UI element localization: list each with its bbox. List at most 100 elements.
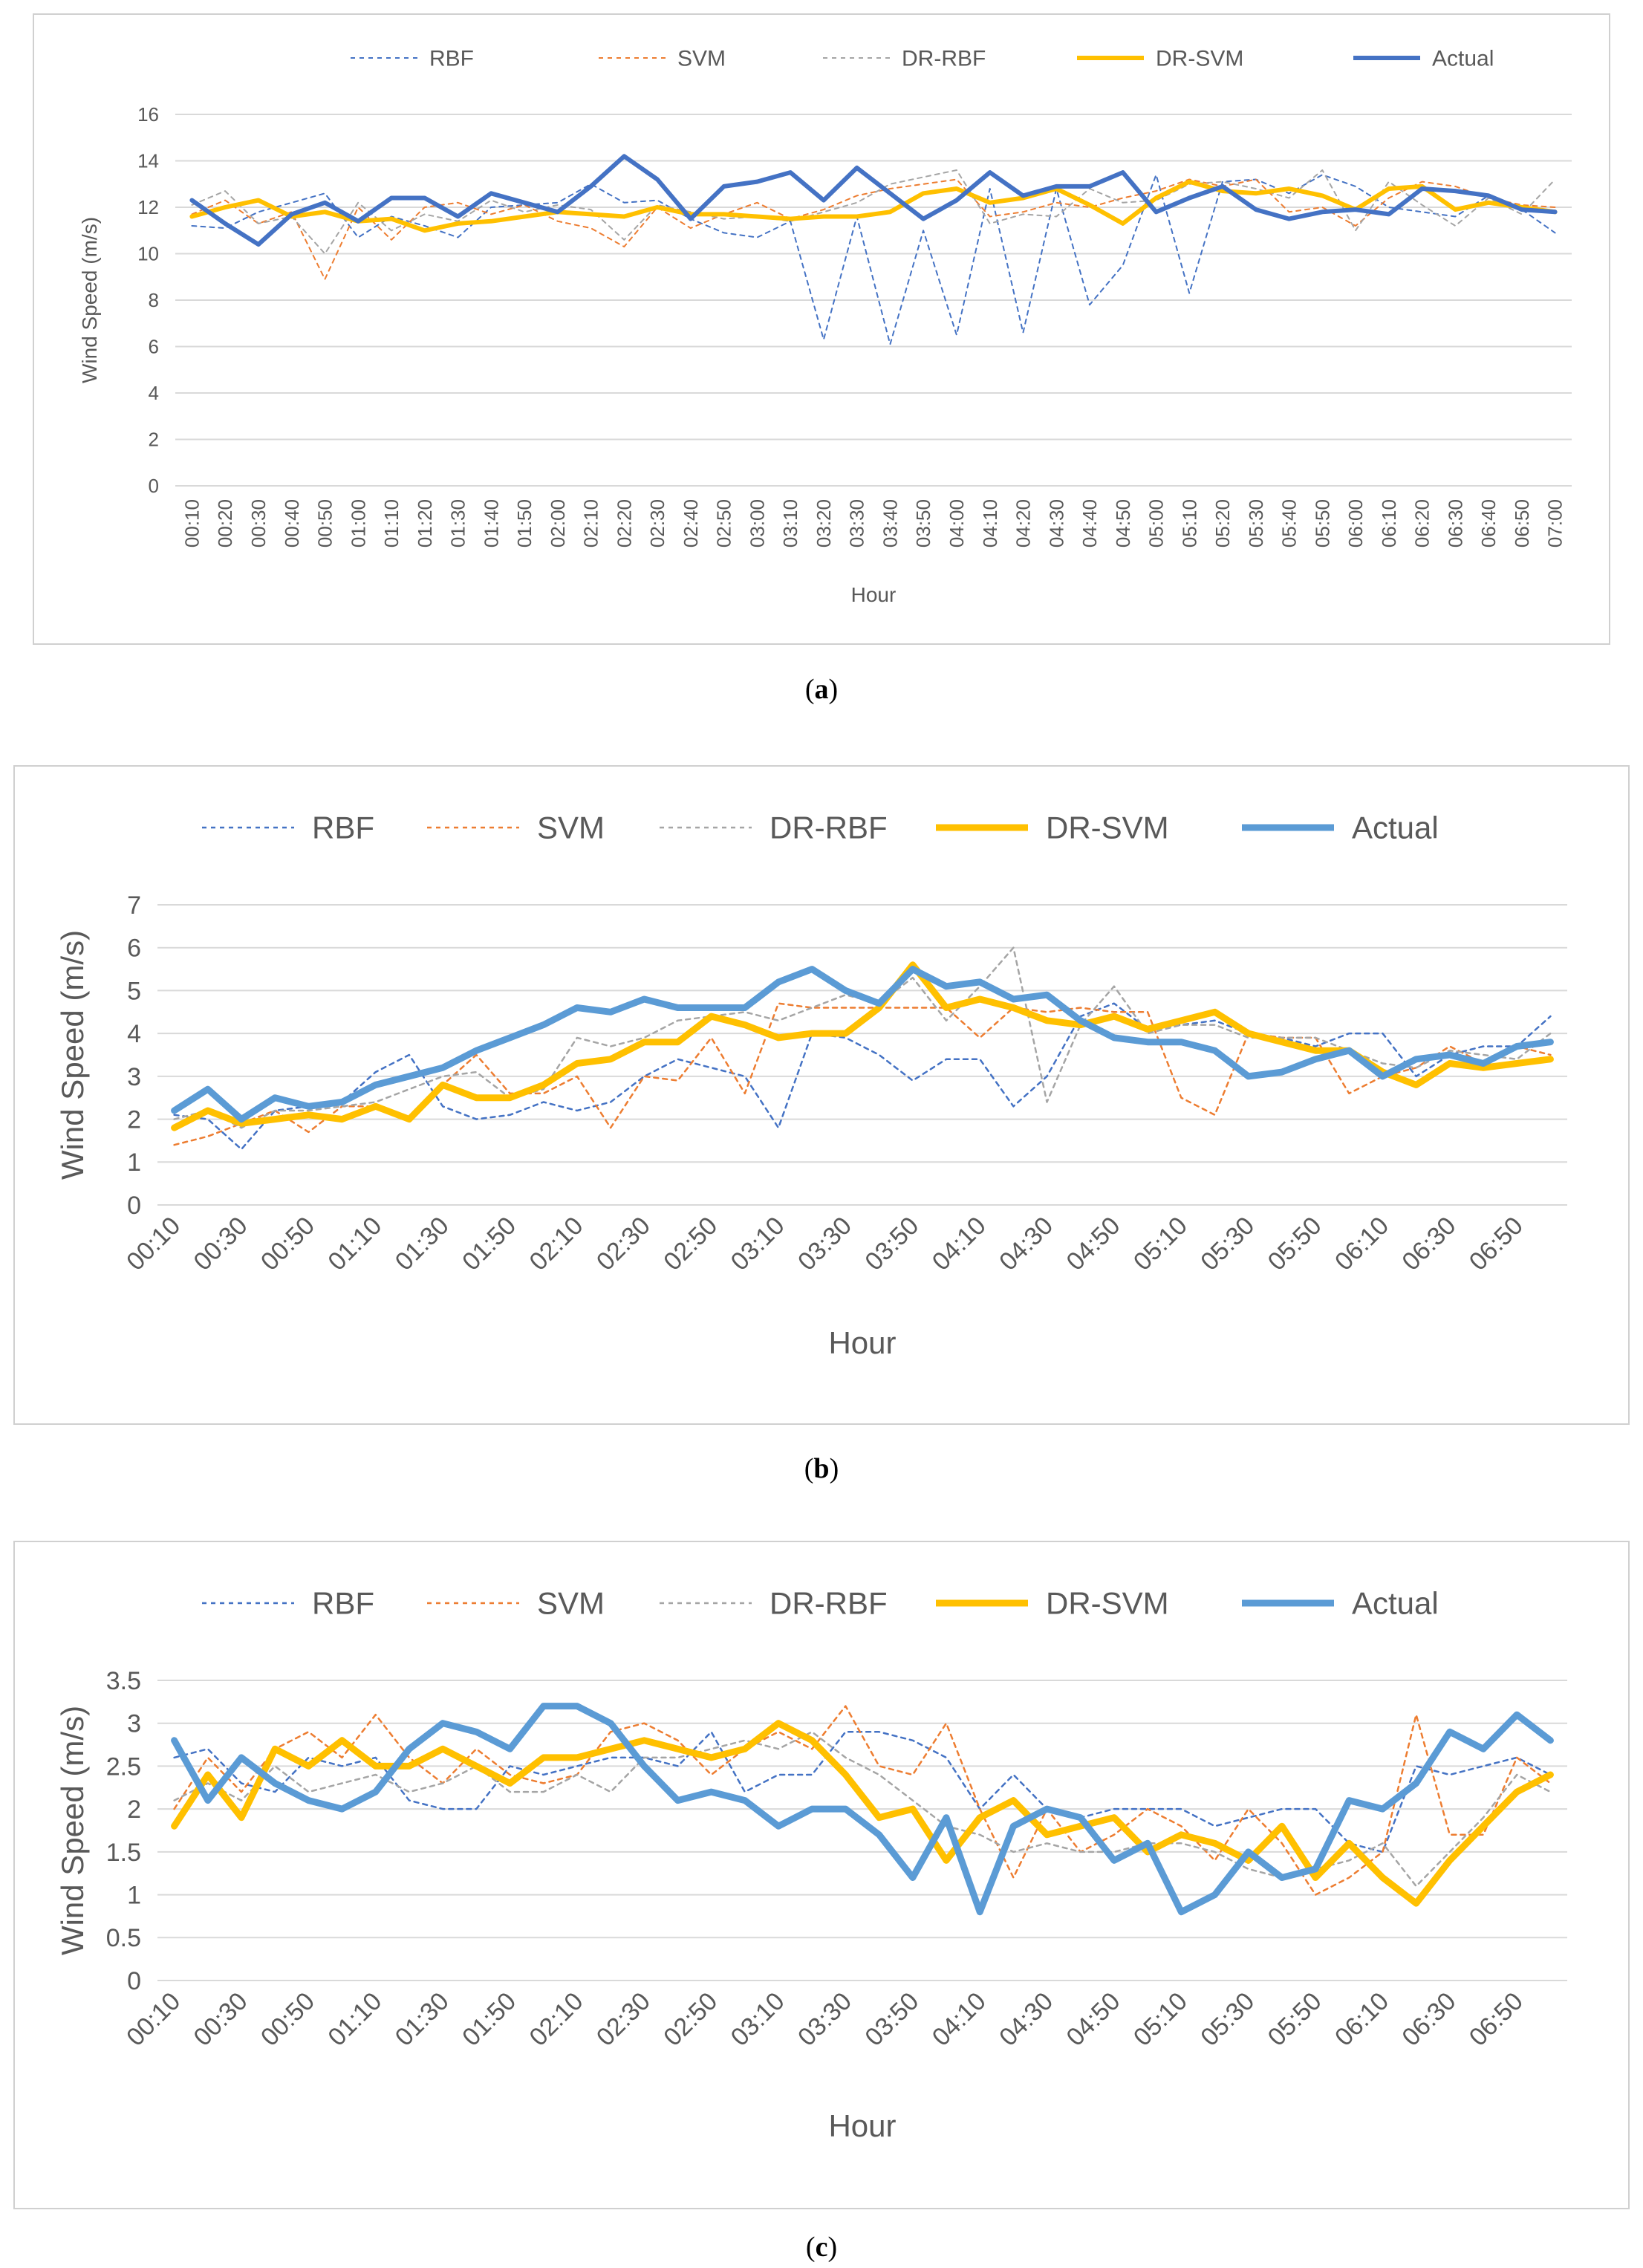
caption-b-label: b <box>813 1453 830 1484</box>
gridlines-c <box>157 1680 1567 1981</box>
x-tick-label: 06:40 <box>1477 499 1500 547</box>
y-tick-label: 8 <box>149 289 159 311</box>
x-tick-label: 00:40 <box>281 499 303 547</box>
x-tick-label: 03:40 <box>879 499 901 547</box>
x-tick-label: 06:30 <box>1444 499 1466 547</box>
y-axis-title: Wind Speed (m/s) <box>78 217 101 383</box>
x-tick-label: 05:50 <box>1263 1212 1327 1276</box>
x-tick-label: 04:10 <box>927 1987 992 2052</box>
x-tick-label: 03:50 <box>859 1212 924 1276</box>
x-tick-label: 05:00 <box>1145 499 1168 547</box>
x-tick-label: 06:30 <box>1396 1212 1461 1276</box>
x-tick-label: 01:30 <box>447 499 469 547</box>
series-line-drrbf <box>191 169 1556 255</box>
x-tick-label: 05:40 <box>1278 499 1301 547</box>
x-tick-label: 01:30 <box>390 1212 455 1276</box>
series-line-svm <box>191 178 1556 280</box>
y-tick-label: 0 <box>149 475 159 497</box>
x-tick-label: 06:00 <box>1344 499 1367 547</box>
x-tick-label: 02:50 <box>658 1987 723 2052</box>
x-tick-label: 06:50 <box>1511 499 1533 547</box>
legend-a: RBF SVM DR-RBF DR-SVM Actual <box>351 47 1494 71</box>
legend-label: SVM <box>537 1586 605 1621</box>
x-tick-label: 02:10 <box>580 499 602 547</box>
legend-b: RBF SVM DR-RBF DR-SVM Actual <box>202 810 1439 845</box>
x-tick-label: 04:40 <box>1078 499 1101 547</box>
y-tick-label: 3 <box>127 1710 141 1738</box>
y-tick-label: 10 <box>137 243 159 265</box>
x-tick-label: 04:30 <box>994 1987 1058 2052</box>
x-axis-c: 00:10 00:30 00:50 01:10 01:30 01:50 02:10 02:30… <box>121 1987 1529 2052</box>
legend-label: DR-RBF <box>770 810 888 845</box>
x-axis-title: Hour <box>828 2108 896 2143</box>
y-tick-label: 6 <box>127 935 141 963</box>
y-tick-label: 5 <box>127 977 141 1005</box>
x-tick-label: 00:50 <box>256 1212 320 1276</box>
x-tick-label: 04:10 <box>979 499 1001 547</box>
x-tick-label: 00:10 <box>121 1987 186 2052</box>
x-tick-label: 05:50 <box>1311 499 1333 547</box>
y-tick-label: 2 <box>149 429 159 451</box>
x-tick-label: 04:30 <box>994 1212 1058 1276</box>
x-tick-label: 06:30 <box>1396 1987 1461 2052</box>
x-tick-label: 00:30 <box>189 1212 253 1276</box>
x-axis-a: 00:10 00:20 00:30 00:40 00:50 01:00 01:10 01:20… <box>180 499 1566 547</box>
y-tick-label: 2.5 <box>106 1752 141 1781</box>
legend-label: SVM <box>537 810 605 845</box>
x-tick-label: 00:30 <box>189 1987 253 2052</box>
y-tick-label: 3 <box>127 1063 141 1091</box>
x-tick-label: 00:10 <box>180 499 203 547</box>
x-tick-label: 02:10 <box>524 1212 588 1276</box>
legend-label: RBF <box>429 47 474 71</box>
x-tick-label: 03:10 <box>779 499 801 547</box>
y-axis-title: Wind Speed (m/s) <box>55 930 90 1180</box>
x-tick-label: 02:20 <box>613 499 635 547</box>
series-line-drsvm <box>171 1720 1554 1907</box>
legend-label: Actual <box>1432 47 1494 71</box>
y-tick-label: 1.5 <box>106 1839 141 1867</box>
x-tick-label: 04:00 <box>946 499 968 547</box>
series-line-drsvm <box>189 179 1558 233</box>
x-tick-label: 06:50 <box>1464 1987 1529 2052</box>
y-tick-label: 1 <box>127 1881 141 1909</box>
series-group-b <box>171 946 1554 1151</box>
x-tick-label: 01:10 <box>380 499 403 547</box>
legend-label: DR-SVM <box>1046 1586 1169 1621</box>
x-tick-label: 03:30 <box>793 1212 857 1276</box>
y-tick-label: 3.5 <box>106 1667 141 1695</box>
chart-panel-b: 0 1 2 3 4 5 6 7 00:10 00:30 00:50 01:10 01:30 01:50 02… <box>13 765 1630 1425</box>
series-line-drsvm <box>171 961 1554 1131</box>
x-axis-title: Hour <box>851 583 897 606</box>
y-tick-label: 0 <box>127 1192 141 1220</box>
y-tick-label: 2 <box>127 1105 141 1134</box>
x-tick-label: 06:10 <box>1330 1212 1394 1276</box>
y-axis-c: 0 0.5 1 1.5 2 2.5 3 3.5 <box>106 1667 141 1995</box>
legend-c: RBF SVM DR-RBF DR-SVM Actual <box>202 1586 1439 1621</box>
legend-label: DR-RBF <box>770 1586 888 1621</box>
y-axis-b: 0 1 2 3 4 5 6 7 <box>127 891 141 1220</box>
x-tick-label: 01:10 <box>322 1987 387 2052</box>
x-tick-label: 04:20 <box>1012 499 1035 547</box>
x-tick-label: 01:30 <box>390 1987 455 2052</box>
x-axis-b: 00:10 00:30 00:50 01:10 01:30 01:50 02:10 02:30… <box>121 1212 1529 1276</box>
x-tick-label: 06:10 <box>1330 1987 1394 2052</box>
x-tick-label: 05:10 <box>1128 1212 1193 1276</box>
legend-label: SVM <box>677 47 726 71</box>
legend-label: RBF <box>312 1586 374 1621</box>
x-tick-label: 04:50 <box>1112 499 1134 547</box>
caption-a: (a) <box>804 674 839 705</box>
caption-a-label: a <box>814 674 829 705</box>
y-tick-label: 6 <box>149 336 159 358</box>
x-tick-label: 05:30 <box>1195 1212 1260 1276</box>
x-tick-label: 04:50 <box>1061 1212 1126 1276</box>
series-line-rbf <box>173 1731 1552 1853</box>
x-tick-label: 02:30 <box>646 499 668 547</box>
x-tick-label: 05:10 <box>1128 1987 1193 2052</box>
x-tick-label: 06:20 <box>1411 499 1434 547</box>
y-tick-label: 0.5 <box>106 1924 141 1952</box>
x-tick-label: 02:40 <box>680 499 702 547</box>
x-tick-label: 01:20 <box>414 499 436 547</box>
x-tick-label: 03:10 <box>726 1212 790 1276</box>
x-tick-label: 03:50 <box>859 1987 924 2052</box>
series-group-c <box>171 1703 1554 1916</box>
